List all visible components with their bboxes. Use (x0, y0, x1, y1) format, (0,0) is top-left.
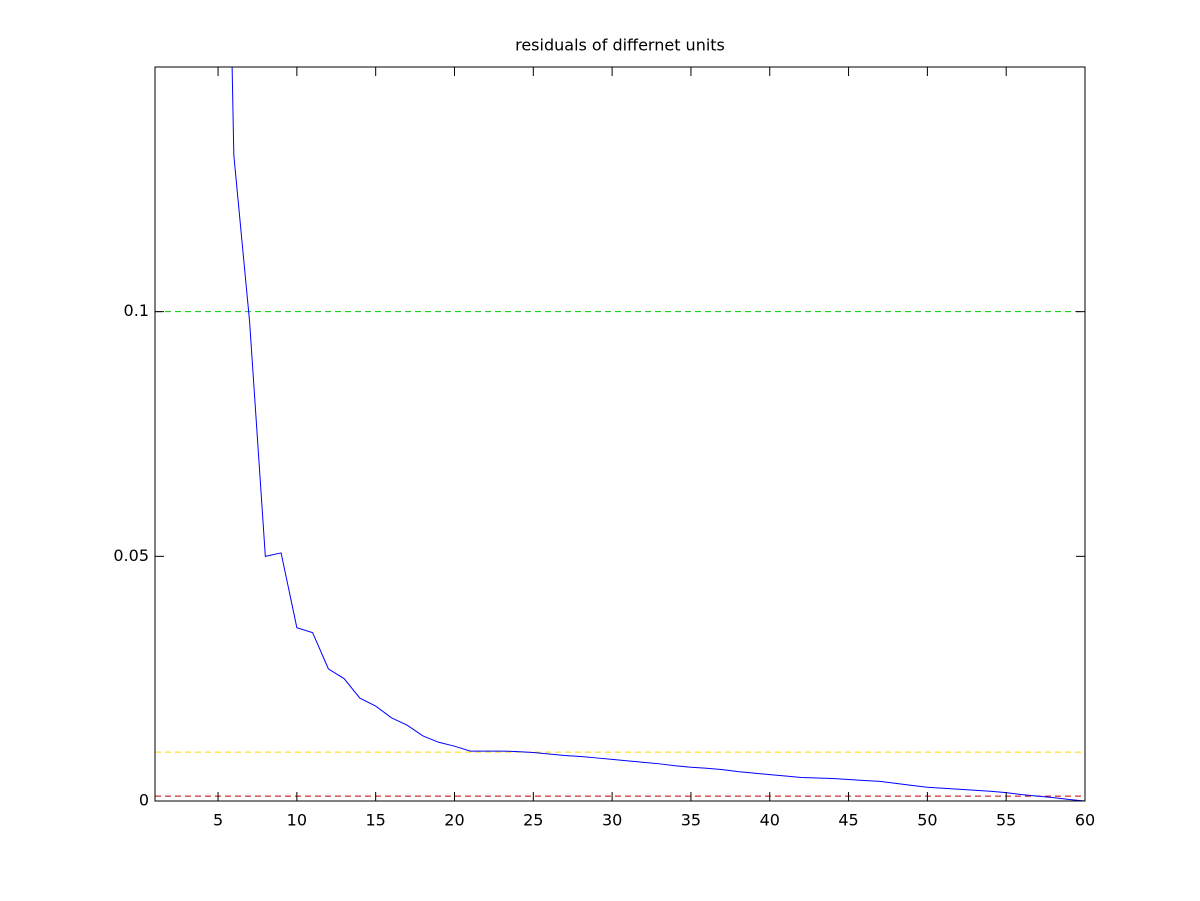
x-tick-label: 35 (681, 811, 701, 830)
x-tick-label: 45 (838, 811, 858, 830)
x-tick-label: 55 (996, 811, 1016, 830)
y-tick-label: 0.05 (113, 546, 149, 565)
x-tick-label: 50 (917, 811, 937, 830)
axes-box (154, 66, 1086, 802)
x-tick-label: 40 (760, 811, 780, 830)
x-tick-label: 60 (1075, 811, 1095, 830)
y-tick-label: 0 (139, 791, 149, 810)
x-tick-label: 30 (602, 811, 622, 830)
x-tick-label: 25 (523, 811, 543, 830)
y-tick-label: 0.1 (124, 301, 149, 320)
x-tick-label: 20 (444, 811, 464, 830)
chart-title: residuals of differnet units (515, 36, 725, 55)
x-tick-label: 5 (213, 811, 223, 830)
data-line (231, 67, 1085, 801)
x-tick-label: 15 (365, 811, 385, 830)
plot-area (155, 67, 1085, 801)
x-tick-label: 10 (287, 811, 307, 830)
